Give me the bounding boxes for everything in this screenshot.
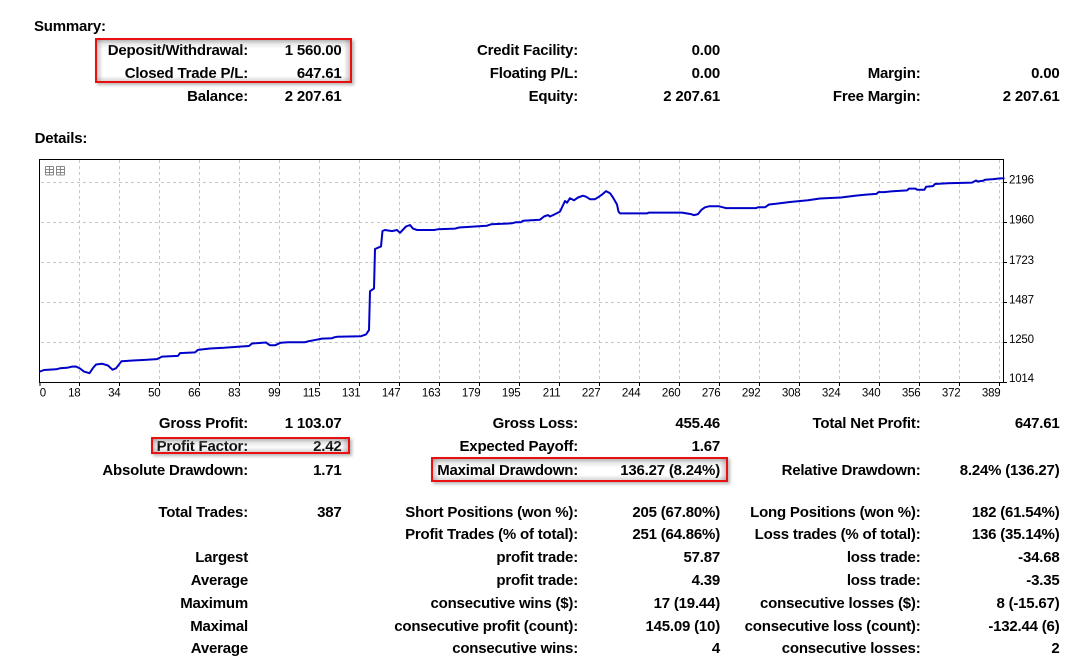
svg-text:99: 99 bbox=[268, 388, 280, 400]
svg-text:66: 66 bbox=[188, 388, 200, 400]
svg-text:324: 324 bbox=[822, 388, 841, 400]
svg-text:147: 147 bbox=[382, 388, 401, 400]
svg-text:115: 115 bbox=[303, 388, 321, 400]
svg-text:389: 389 bbox=[982, 388, 1001, 400]
svg-text:83: 83 bbox=[228, 388, 240, 400]
svg-text:308: 308 bbox=[782, 388, 801, 400]
svg-text:34: 34 bbox=[108, 388, 121, 400]
svg-text:1960: 1960 bbox=[1009, 214, 1034, 226]
svg-text:179: 179 bbox=[462, 388, 481, 400]
svg-text:1487: 1487 bbox=[1009, 294, 1034, 306]
svg-text:195: 195 bbox=[502, 388, 521, 400]
svg-text:292: 292 bbox=[742, 388, 761, 400]
svg-text:372: 372 bbox=[942, 388, 961, 400]
svg-text:1723: 1723 bbox=[1009, 255, 1034, 267]
svg-text:0: 0 bbox=[40, 388, 46, 400]
svg-text:211: 211 bbox=[543, 388, 561, 400]
svg-text:1250: 1250 bbox=[1009, 334, 1034, 346]
svg-text:1014: 1014 bbox=[1009, 373, 1035, 385]
svg-text:244: 244 bbox=[622, 388, 641, 400]
svg-text:50: 50 bbox=[148, 388, 160, 400]
svg-text:131: 131 bbox=[342, 388, 361, 400]
svg-text:356: 356 bbox=[902, 388, 921, 400]
svg-text:18: 18 bbox=[68, 388, 80, 400]
svg-text:260: 260 bbox=[662, 388, 681, 400]
svg-text:340: 340 bbox=[862, 388, 881, 400]
svg-text:227: 227 bbox=[582, 388, 601, 400]
svg-text:276: 276 bbox=[702, 388, 721, 400]
svg-text:163: 163 bbox=[422, 388, 441, 400]
svg-text:2196: 2196 bbox=[1009, 175, 1034, 187]
